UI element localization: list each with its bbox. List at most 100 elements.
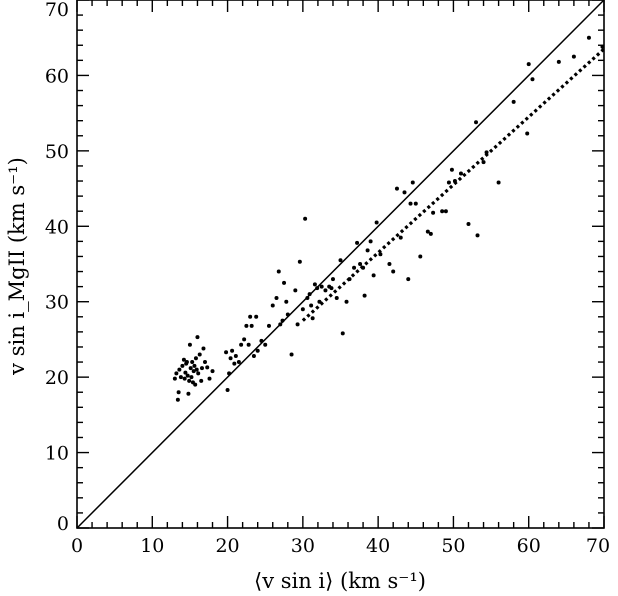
data-point <box>440 209 445 214</box>
data-point <box>307 292 312 297</box>
data-point <box>586 35 591 40</box>
x-tick-label: 30 <box>291 535 315 557</box>
data-points <box>172 35 605 402</box>
data-point <box>181 357 186 362</box>
y-tick-label: 70 <box>45 0 69 21</box>
data-point <box>230 348 235 353</box>
data-point <box>185 373 190 378</box>
x-tick-label: 20 <box>215 535 239 557</box>
data-point <box>334 295 339 300</box>
y-axis-label: v sin i_MgII (km s⁻¹) <box>5 157 29 376</box>
data-point <box>303 216 308 221</box>
x-tick-label: 0 <box>71 535 83 557</box>
data-point <box>329 286 334 291</box>
data-point <box>183 370 188 375</box>
data-point <box>297 259 302 264</box>
data-point <box>282 280 287 285</box>
data-point <box>192 363 197 368</box>
data-point <box>319 284 324 289</box>
data-point <box>481 160 486 165</box>
data-point <box>458 171 463 176</box>
data-point <box>293 288 298 293</box>
data-point <box>398 235 403 240</box>
data-point <box>362 293 367 298</box>
data-point <box>199 378 204 383</box>
data-point <box>571 54 576 59</box>
data-point <box>309 303 314 308</box>
data-point <box>452 179 457 184</box>
data-point <box>323 288 328 293</box>
data-point <box>387 262 392 266</box>
data-point <box>276 269 281 274</box>
data-point <box>391 269 396 274</box>
data-point <box>496 180 501 185</box>
data-point <box>315 286 320 291</box>
x-tick-label: 10 <box>140 535 164 557</box>
data-point <box>227 371 232 376</box>
data-point <box>184 360 189 365</box>
data-point <box>371 273 376 278</box>
data-point <box>228 356 233 361</box>
data-point <box>425 229 430 234</box>
data-point <box>446 180 451 185</box>
x-tick-label: 50 <box>441 535 465 557</box>
data-point <box>193 382 198 387</box>
data-point <box>270 303 275 308</box>
data-point <box>344 299 349 304</box>
data-point <box>189 375 194 380</box>
data-point <box>254 314 259 319</box>
data-point <box>338 258 343 263</box>
data-point <box>199 366 204 371</box>
data-point <box>239 342 244 347</box>
data-point <box>511 99 516 104</box>
data-point <box>202 360 207 365</box>
data-point <box>182 376 187 381</box>
data-point <box>406 277 411 282</box>
axis-ticks <box>76 0 605 529</box>
data-point <box>205 365 210 370</box>
data-point <box>232 361 237 366</box>
data-point <box>443 209 448 214</box>
data-point <box>289 352 294 357</box>
data-point <box>207 376 212 381</box>
data-point <box>278 322 283 327</box>
x-axis-label: ⟨v sin i⟩ (km s⁻¹) <box>254 569 426 593</box>
data-point <box>193 356 198 361</box>
data-point <box>295 322 300 327</box>
data-point <box>358 262 363 266</box>
data-point <box>190 360 195 365</box>
data-point <box>274 295 279 300</box>
data-point <box>224 350 229 355</box>
data-point <box>305 295 310 300</box>
data-point <box>428 231 433 236</box>
data-point <box>191 369 196 374</box>
data-point <box>418 254 423 259</box>
data-point <box>201 346 206 351</box>
data-point <box>525 131 530 136</box>
data-point <box>225 387 230 392</box>
data-point <box>378 252 383 257</box>
data-point <box>248 314 253 319</box>
data-point <box>251 354 256 359</box>
data-point <box>330 277 335 282</box>
fit-line-dotted <box>301 47 604 322</box>
data-point <box>266 323 271 328</box>
data-point <box>300 307 305 312</box>
data-point <box>368 239 373 244</box>
y-tick-label: 50 <box>45 141 69 163</box>
data-point <box>174 371 179 376</box>
data-point <box>394 186 399 191</box>
y-tick-label: 40 <box>45 216 69 238</box>
data-point <box>259 338 264 343</box>
data-point <box>175 397 180 402</box>
data-point <box>347 277 352 282</box>
data-point <box>556 59 561 64</box>
data-point <box>285 312 290 317</box>
plot-frame <box>76 0 605 529</box>
data-point <box>249 323 254 328</box>
y-tick-label: 10 <box>45 443 69 465</box>
y-tick-label: 30 <box>45 292 69 314</box>
data-point <box>176 390 181 395</box>
data-point <box>255 348 260 353</box>
